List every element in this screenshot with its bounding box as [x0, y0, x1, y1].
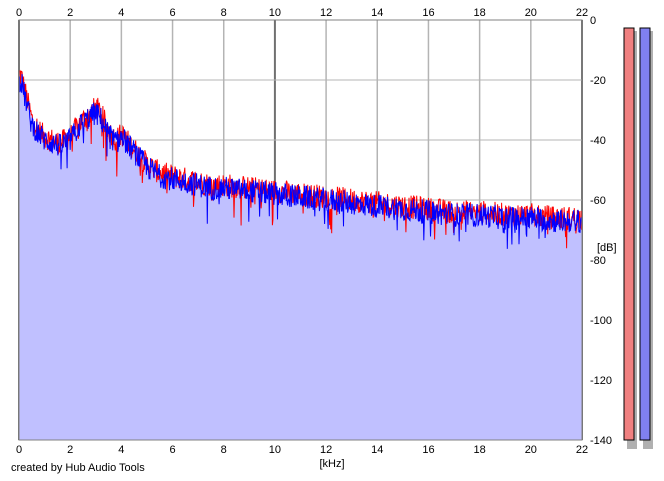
y-tick-label: -60 — [590, 195, 606, 207]
x-tick-label: 12 — [320, 444, 332, 456]
level-meter — [623, 27, 653, 449]
y-tick-label: -100 — [590, 315, 612, 327]
y-tick-label: -120 — [590, 375, 612, 387]
spectrum-series — [18, 69, 583, 249]
x-tick-label: 20 — [525, 7, 537, 19]
y-tick-labels: 0 -20 -40 -60 -80 -100 -120 -140 — [590, 15, 612, 447]
x-tick-label: 14 — [371, 444, 383, 456]
x-tick-label: 12 — [320, 7, 332, 19]
y-tick-label: -80 — [590, 255, 606, 267]
x-tick-label: 4 — [118, 444, 124, 456]
y-tick-label: -40 — [590, 135, 606, 147]
x-tick-label: 16 — [422, 444, 434, 456]
y-axis-label: [dB] — [597, 242, 617, 254]
x-tick-label: 16 — [422, 7, 434, 19]
x-axis-label: [kHz] — [319, 458, 344, 470]
x-tick-labels-bottom: 0 2 4 6 8 10 12 14 16 18 20 22 — [16, 444, 588, 456]
x-tick-label: 18 — [474, 7, 486, 19]
credit-text: created by Hub Audio Tools — [11, 462, 145, 474]
x-tick-label: 10 — [269, 7, 281, 19]
x-tick-label: 4 — [118, 7, 124, 19]
x-tick-labels-top: 0 2 4 6 8 10 12 14 16 18 20 22 — [16, 7, 588, 19]
x-tick-label: 22 — [576, 7, 588, 19]
x-tick-label: 6 — [169, 7, 175, 19]
plot-border — [18, 19, 583, 441]
x-tick-label: 10 — [269, 444, 281, 456]
x-tick-label: 8 — [221, 7, 227, 19]
x-tick-label: 18 — [474, 444, 486, 456]
x-tick-label: 22 — [576, 444, 588, 456]
x-tick-label: 8 — [221, 444, 227, 456]
x-tick-label: 2 — [67, 444, 73, 456]
x-tick-label: 20 — [525, 444, 537, 456]
y-tick-label: -20 — [590, 75, 606, 87]
x-tick-label: 14 — [371, 7, 383, 19]
x-tick-label: 2 — [67, 7, 73, 19]
y-tick-label: -140 — [590, 435, 612, 447]
y-tick-label: 0 — [590, 15, 596, 27]
series-line-2 — [18, 74, 583, 249]
x-tick-label: 0 — [16, 7, 22, 19]
meter-left-bar — [623, 27, 635, 441]
meter-right-bar — [639, 27, 651, 441]
x-tick-label: 0 — [16, 444, 22, 456]
x-tick-label: 6 — [169, 444, 175, 456]
spectrum-fill — [19, 70, 582, 441]
